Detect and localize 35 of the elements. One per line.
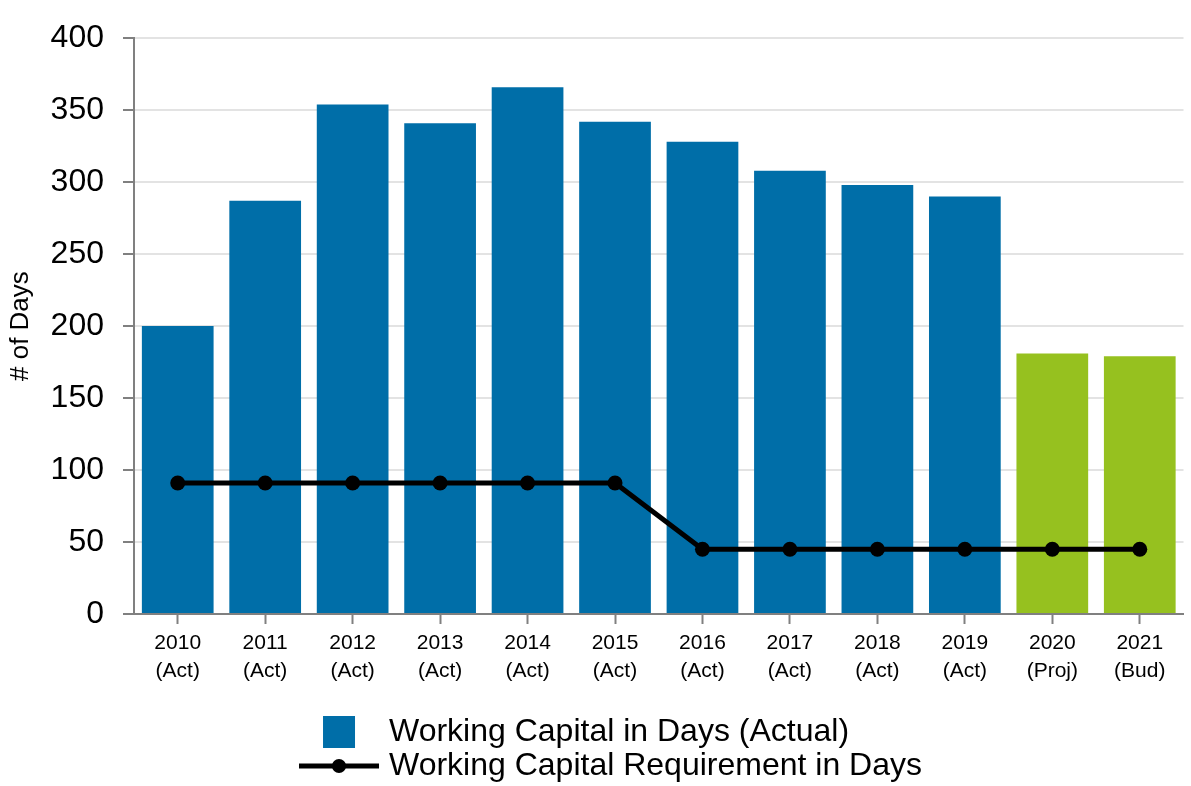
x-tick-label: 2020 (Proj) [1026, 629, 1078, 681]
y-tick-label: 250 [50, 233, 104, 270]
bar [754, 170, 826, 613]
y-tick-label: 350 [50, 90, 104, 126]
bar [141, 326, 214, 613]
x-tick-label: 2014 (Act) [504, 629, 552, 681]
x-tick-label: 2016 (Act) [679, 629, 726, 681]
bar [666, 141, 739, 613]
x-tick-label: 2013 (Act) [416, 629, 464, 681]
y-tick-label: 0 [86, 593, 104, 630]
bar [929, 196, 1001, 613]
y-tick-label: 300 [50, 161, 104, 198]
y-tick-label: 150 [50, 377, 104, 414]
x-tick-label: 2011 (Act) [242, 629, 288, 681]
y-tick-label: 200 [50, 305, 104, 342]
y-tick-label: 400 [50, 18, 104, 55]
x-tick-label: 2010 (Act) [154, 629, 202, 681]
x-tick-label: 2021 (Bud) [1114, 629, 1166, 681]
y-axis-title: # of Days [3, 271, 34, 382]
bar [579, 121, 651, 613]
bar [316, 104, 389, 613]
y-tick-label: 100 [50, 449, 104, 486]
x-tick-label: 2019 (Act) [941, 629, 989, 681]
x-tick-label: 2018 (Act) [854, 629, 901, 681]
x-tick-label: 2017 (Act) [766, 629, 814, 681]
bar [1016, 353, 1089, 613]
y-tick-label: 50 [68, 521, 104, 558]
bar [1103, 356, 1176, 613]
x-tick-label: 2012 (Act) [329, 629, 377, 681]
bar [491, 87, 564, 613]
bar [229, 200, 302, 613]
bar [841, 185, 914, 613]
legend-label: Working Capital in Days (Actual) [389, 711, 850, 748]
x-tick-label: 2015 (Act) [591, 629, 639, 681]
bar [404, 123, 476, 613]
